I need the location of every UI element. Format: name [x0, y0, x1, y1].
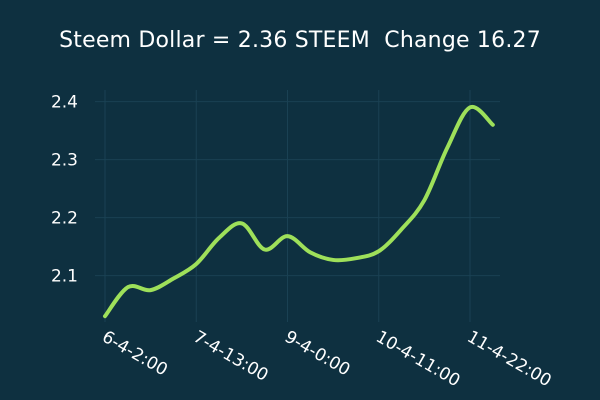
data-point	[308, 250, 312, 254]
data-point	[103, 314, 107, 318]
data-point	[217, 236, 221, 240]
y-tick-label: 2.4	[51, 93, 78, 113]
series	[103, 104, 495, 319]
data-point	[171, 277, 175, 280]
data-point	[422, 198, 426, 202]
data-point	[240, 221, 244, 225]
x-tick-label: 10-4-11:00	[372, 327, 463, 391]
x-tick-label: 7-4-13:00	[190, 327, 272, 386]
chart-title: Steem Dollar = 2.36 STEEM Change 16.27	[59, 28, 541, 53]
y-axis: 2.1 2.2 2.3 2.4	[51, 93, 78, 287]
x-axis: 6-4-2:00 7-4-13:00 9-4-0:00 10-4-11:00 11-4-…	[99, 327, 555, 391]
data-point	[286, 234, 289, 238]
y-tick-label: 2.3	[51, 151, 78, 171]
data-point	[149, 288, 153, 292]
data-point	[400, 227, 404, 231]
data-point	[126, 285, 130, 289]
x-tick-label: 6-4-2:00	[99, 327, 171, 380]
series-line	[103, 104, 495, 319]
data-point	[263, 248, 267, 251]
y-tick-label: 2.1	[51, 267, 78, 287]
data-point	[491, 123, 495, 127]
data-point	[377, 249, 381, 253]
grid	[95, 90, 500, 322]
x-tick-label: 11-4-22:00	[464, 327, 555, 391]
data-point	[194, 262, 198, 266]
x-tick-label: 9-4-0:00	[281, 327, 353, 380]
data-point	[331, 258, 335, 262]
data-point	[354, 256, 358, 260]
data-point	[468, 105, 472, 109]
y-tick-label: 2.2	[51, 209, 78, 229]
data-point	[445, 146, 449, 150]
